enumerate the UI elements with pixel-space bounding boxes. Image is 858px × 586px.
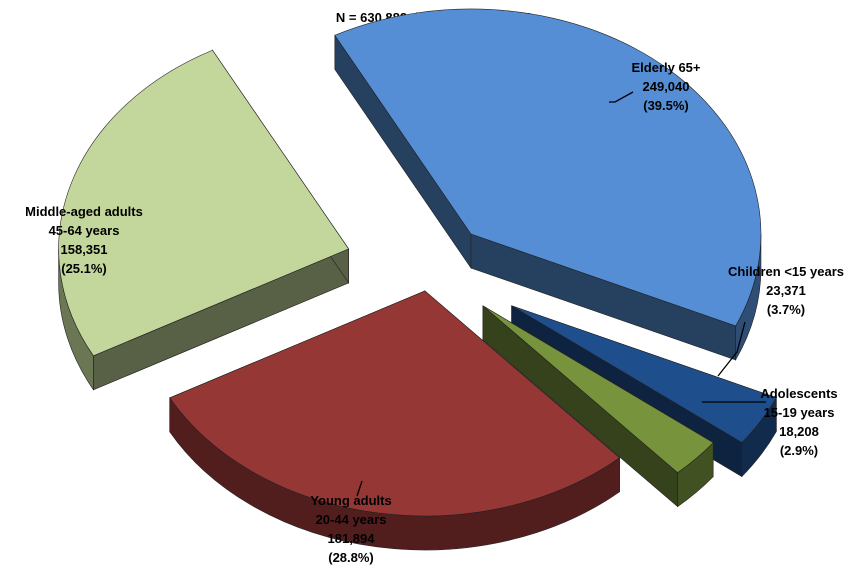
slice-label-line: 249,040 (643, 79, 690, 94)
slice-label-line: Adolescents (760, 386, 837, 401)
slice-label: Middle-aged adults 45-64 years 158,351 (25.… (25, 204, 143, 276)
slice-label-line: 23,371 (766, 283, 806, 298)
slice-label-line: 15-19 years (764, 405, 835, 420)
slice-label-line: Children <15 years (728, 264, 844, 279)
slice-label: Adolescents 15-19 years 18,208 (2.9%) (760, 386, 837, 458)
leader-line (609, 91, 634, 103)
slice-label-line: Elderly 65+ (631, 60, 700, 75)
slice-label-line: (28.8%) (328, 550, 374, 565)
slice-label: Children <15 years 23,371 (3.7%) (728, 264, 844, 317)
pie-slice (169, 290, 621, 551)
slice-label-line: 158,351 (61, 242, 108, 257)
slice-label: Young adults 20-44 years 181,894 (28.8%) (310, 493, 391, 565)
slice-label-line: 20-44 years (316, 512, 387, 527)
slice-label-line: (3.7%) (767, 302, 805, 317)
slice-label-line: (2.9%) (780, 443, 818, 458)
slice-label-line: 45-64 years (49, 223, 120, 238)
slice-label-line: 18,208 (779, 424, 819, 439)
leader-line (356, 480, 363, 497)
leader-line (717, 321, 746, 377)
slice-label-line: Young adults (310, 493, 391, 508)
slice-label: Elderly 65+ 249,040 (39.5%) (631, 60, 700, 113)
slice-label-line: 181,894 (328, 531, 376, 546)
pie-slice (334, 8, 762, 362)
slice-label-line: (39.5%) (643, 98, 689, 113)
pie-slice (482, 305, 714, 508)
slice-label-line: Middle-aged adults (25, 204, 143, 219)
pie-slice (58, 49, 350, 391)
slice-label-line: (25.1%) (61, 261, 107, 276)
